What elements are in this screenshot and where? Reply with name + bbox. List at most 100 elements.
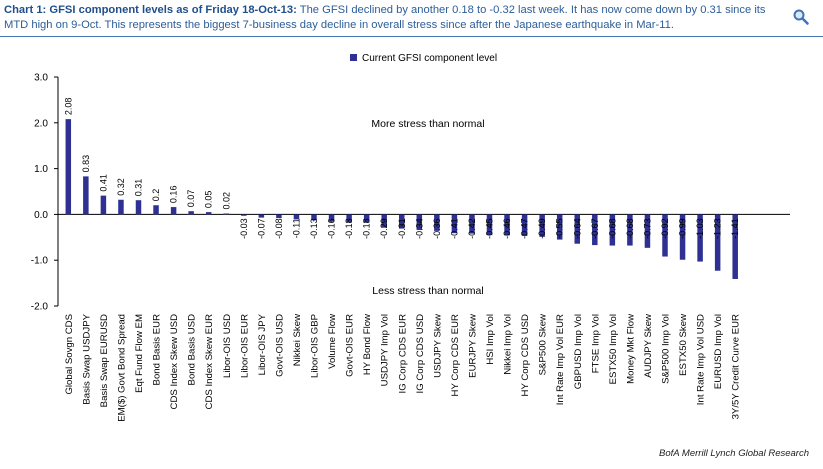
bar-value-label: 0.05 (204, 191, 214, 209)
bar-value-label: -1.41 (730, 218, 740, 239)
bar-value-label: -0.73 (642, 218, 652, 239)
bar-value-label: -0.18 (344, 218, 354, 239)
bar (188, 211, 194, 215)
bar-value-label: -0.68 (607, 218, 617, 239)
category-label: Basis Swap EURUSD (99, 314, 110, 407)
search-icon[interactable] (792, 8, 810, 26)
category-label: Bond Basis USD (187, 314, 198, 386)
bar (609, 214, 616, 246)
category-label: Libor-OIS JPY (257, 313, 268, 375)
category-label: ESTX50 Imp Vol (608, 314, 619, 384)
category-label: Eqt Fund Flow EM (134, 314, 145, 393)
bar (539, 214, 545, 237)
category-label: Bond Basis EUR (152, 314, 163, 386)
category-label: HY Corp CDS USD (520, 314, 531, 397)
bar-value-label: 0.02 (221, 192, 231, 210)
bar-value-label: 0.16 (169, 186, 179, 204)
bar-value-label: -0.16 (327, 218, 337, 239)
category-label: EURJPY Skew (467, 314, 478, 378)
chart-header: Chart 1: GFSI component levels as of Fri… (0, 0, 823, 37)
bar (574, 214, 580, 244)
category-label: Libor-OIS EUR (239, 314, 250, 378)
bar (714, 214, 721, 271)
bar (469, 214, 475, 234)
bar (644, 214, 651, 248)
category-label: S&P500 Imp Vol (661, 314, 672, 384)
category-label: HY Bond Flow (362, 314, 373, 375)
category-label: Money Mkt Flow (625, 314, 636, 384)
bar-value-label: -0.55 (555, 218, 565, 239)
bar-value-label: -0.18 (362, 218, 372, 239)
bar (170, 207, 177, 215)
category-label: Volume Flow (327, 314, 338, 369)
bar (311, 214, 317, 221)
bar-value-label: -0.42 (467, 218, 477, 239)
bar-value-label: -0.45 (485, 218, 495, 239)
bar (65, 119, 72, 215)
annotation-less-stress: Less stress than normal (372, 285, 483, 297)
category-label: Int Rate Imp Vol USD (696, 314, 707, 405)
bar-value-label: 0.2 (151, 189, 161, 202)
y-tick-label: -1.0 (31, 256, 49, 267)
bar (135, 200, 142, 215)
bar-value-label: -0.67 (590, 218, 600, 239)
bar (223, 213, 229, 215)
bar (662, 214, 668, 257)
bar-value-label: 0.41 (98, 174, 108, 192)
bar-value-label: -0.13 (309, 218, 319, 239)
bar (732, 214, 738, 279)
bar-value-label: -0.07 (256, 218, 266, 239)
bar-value-label: -0.29 (379, 218, 389, 239)
legend-swatch (350, 54, 357, 61)
bar (504, 214, 510, 236)
bar (486, 214, 493, 236)
category-label: AUDJPY Skew (643, 314, 654, 378)
bar (83, 176, 89, 215)
y-tick-label: 1.0 (34, 164, 48, 175)
bar-value-label: -0.46 (502, 218, 512, 239)
bar-value-label: -1.23 (713, 218, 723, 239)
category-label: Int Rate Imp Vol EUR (555, 314, 566, 405)
bar (399, 214, 405, 229)
category-label: Govt-OIS USD (274, 314, 285, 377)
source-note: BofA Merrill Lynch Global Research (659, 448, 809, 459)
bar (346, 214, 352, 223)
category-label: USDJPY Imp Vol (380, 314, 391, 386)
bar-value-label: -0.49 (537, 218, 547, 239)
bar (627, 214, 633, 246)
bar-value-label: -0.08 (274, 218, 284, 239)
bar (381, 214, 387, 228)
bar-value-label: 0.31 (134, 179, 144, 197)
category-label: FTSE Imp Vol (590, 314, 601, 373)
bar (363, 214, 370, 223)
y-tick-label: -2.0 (31, 302, 49, 313)
category-label: Govt-OIS EUR (345, 314, 356, 377)
bar-chart: 3.0 2.0 1.0 0.0 -1.0 -2.0 Current GFSI compone… (31, 53, 790, 422)
bar-value-label: -0.03 (239, 218, 249, 239)
bar (556, 214, 563, 240)
chart-title-text: The GFSI declined by another 0.18 to -0.… (4, 4, 766, 31)
bar (205, 212, 212, 215)
bar (434, 214, 440, 231)
bar-value-label: -0.47 (520, 218, 530, 239)
bar (592, 214, 598, 246)
category-label: S&P500 Skew (538, 314, 549, 375)
bar-value-label: -0.99 (678, 218, 688, 239)
category-label: Libor-OIS USD (222, 314, 233, 378)
bar-value-label: -0.41 (449, 218, 459, 239)
bar (416, 214, 423, 230)
category-label: Nikkei Skew (292, 314, 303, 366)
bar-value-label: -0.31 (397, 218, 407, 239)
category-label: HSI Imp Vol (485, 314, 496, 365)
category-label: GBPUSD Imp Vol (573, 314, 584, 389)
chart-title-bold: Chart 1: GFSI component levels as of Fri… (4, 4, 297, 16)
chart-title: Chart 1: GFSI component levels as of Fri… (4, 3, 774, 32)
bar (697, 214, 703, 262)
bar (521, 214, 528, 236)
category-label: USDJPY Skew (432, 314, 443, 378)
category-label: ESTX50 Skew (678, 314, 689, 376)
annotation-more-stress: More stress than normal (371, 118, 484, 130)
bar (451, 214, 458, 234)
bar (276, 214, 282, 219)
category-label: Libor-OIS GBP (310, 314, 321, 378)
